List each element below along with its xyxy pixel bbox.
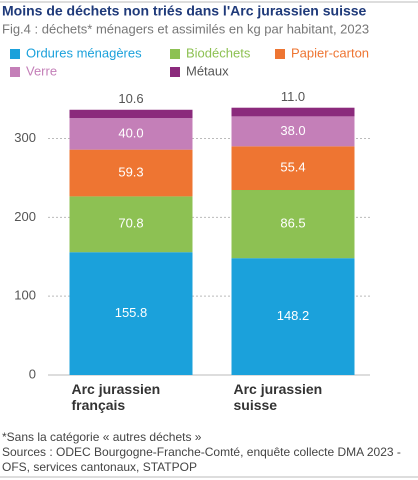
legend-swatch	[170, 67, 180, 77]
y-tick-label: 200	[14, 209, 36, 224]
value-label: 11.0	[281, 89, 305, 104]
value-label: 70.8	[118, 216, 143, 231]
chart-subtitle: Fig.4 : déchets* ménagers et assimilés e…	[2, 21, 369, 36]
bar-segment	[231, 190, 355, 259]
bar-segment	[231, 258, 355, 375]
note: Sources : ODEC Bourgogne-Franche-Comté, …	[2, 445, 401, 474]
legend-label: Verre	[26, 63, 57, 78]
value-label: 40.0	[118, 125, 143, 140]
bar-segment	[69, 118, 193, 150]
legend-swatch	[170, 49, 180, 59]
bar-segment	[231, 107, 355, 117]
value-label: 59.3	[118, 164, 143, 179]
legend-swatch	[10, 67, 20, 77]
legend-label: Métaux	[186, 63, 229, 78]
y-tick-label: 100	[14, 288, 36, 303]
value-label: 86.5	[280, 216, 305, 231]
legend-swatch	[275, 49, 285, 59]
x-tick-label: Arc jurassien suisse	[233, 381, 323, 413]
legend-swatch	[10, 49, 20, 59]
value-label: 148.2	[277, 308, 310, 323]
y-tick-label: 0	[29, 366, 36, 381]
y-tick-label: 300	[14, 130, 36, 145]
bar-segment	[69, 252, 193, 375]
legend-label: Papier-carton	[291, 45, 369, 60]
bar-segment	[69, 109, 193, 119]
x-tick-label: Arc jurassien français	[71, 381, 161, 413]
bar-segment	[231, 146, 355, 191]
note: *Sans la catégorie « autres déchets »	[2, 430, 202, 444]
chart-title: Moins de déchets non triés dans l'Arc ju…	[2, 3, 367, 19]
notes: *Sans la catégorie « autres déchets » So…	[2, 430, 414, 475]
value-label: 10.6	[118, 91, 143, 106]
legend-label: Ordures ménagères	[26, 45, 142, 60]
value-label: 38.0	[280, 123, 305, 138]
bar-segment	[69, 196, 193, 253]
value-label: 55.4	[280, 160, 305, 175]
legend-label: Biodéchets	[186, 45, 251, 60]
value-label: 155.8	[115, 305, 148, 320]
bar-segment	[231, 116, 355, 147]
bar-segment	[69, 149, 193, 197]
